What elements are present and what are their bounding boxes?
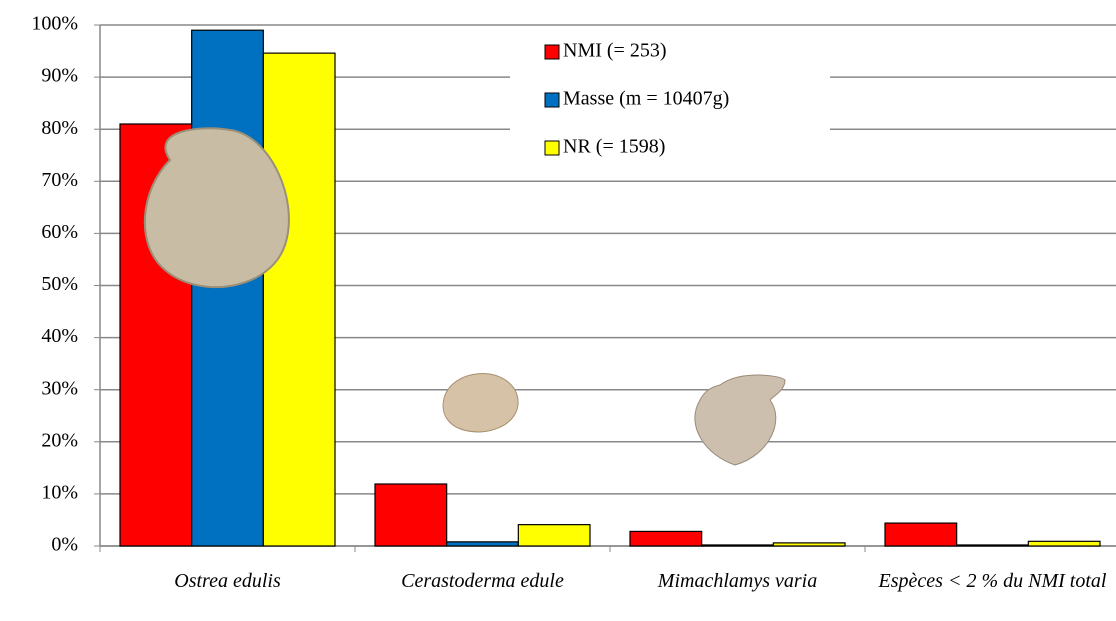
x-tick-label: Mimachlamys varia: [657, 570, 818, 592]
y-tick-label: 20%: [41, 429, 78, 451]
legend-label: Masse (m = 10407g): [563, 88, 729, 110]
y-tick-label: 70%: [41, 169, 78, 191]
shell-illustrations: [144, 127, 786, 466]
legend-box: [510, 28, 830, 171]
bar: [884, 522, 958, 547]
x-tick-label: Cerastoderma edule: [401, 570, 564, 592]
bar: [772, 542, 846, 547]
bar: [629, 530, 703, 547]
legend-label: NR (= 1598): [563, 136, 665, 158]
y-tick-label: 40%: [41, 325, 78, 347]
legend-swatch: [544, 92, 560, 108]
bar: [1027, 540, 1101, 547]
bar: [956, 544, 1029, 547]
y-tick-label: 0%: [51, 534, 78, 556]
oyster-shell: [144, 127, 290, 289]
y-tick-label: 10%: [41, 481, 78, 503]
bar: [191, 29, 264, 547]
y-tick-label: 80%: [41, 117, 78, 139]
y-tick-label: 60%: [41, 221, 78, 243]
bar: [517, 524, 591, 547]
cockle-shell: [442, 373, 519, 433]
y-tick-label: 100%: [31, 13, 78, 35]
y-tick-label: 90%: [41, 65, 78, 87]
bar: [262, 52, 336, 547]
bar: [446, 541, 519, 547]
legend-swatch: [544, 140, 560, 156]
y-tick-label: 50%: [41, 273, 78, 295]
bar: [374, 483, 448, 547]
x-tick-label: Espèces < 2 % du NMI total: [878, 570, 1107, 592]
legend-swatch: [544, 44, 560, 60]
legend-label: NMI (= 253): [563, 40, 667, 62]
bar: [701, 544, 774, 547]
y-tick-label: 30%: [41, 377, 78, 399]
scallop-shell: [694, 374, 786, 466]
x-tick-label: Ostrea edulis: [174, 570, 281, 592]
